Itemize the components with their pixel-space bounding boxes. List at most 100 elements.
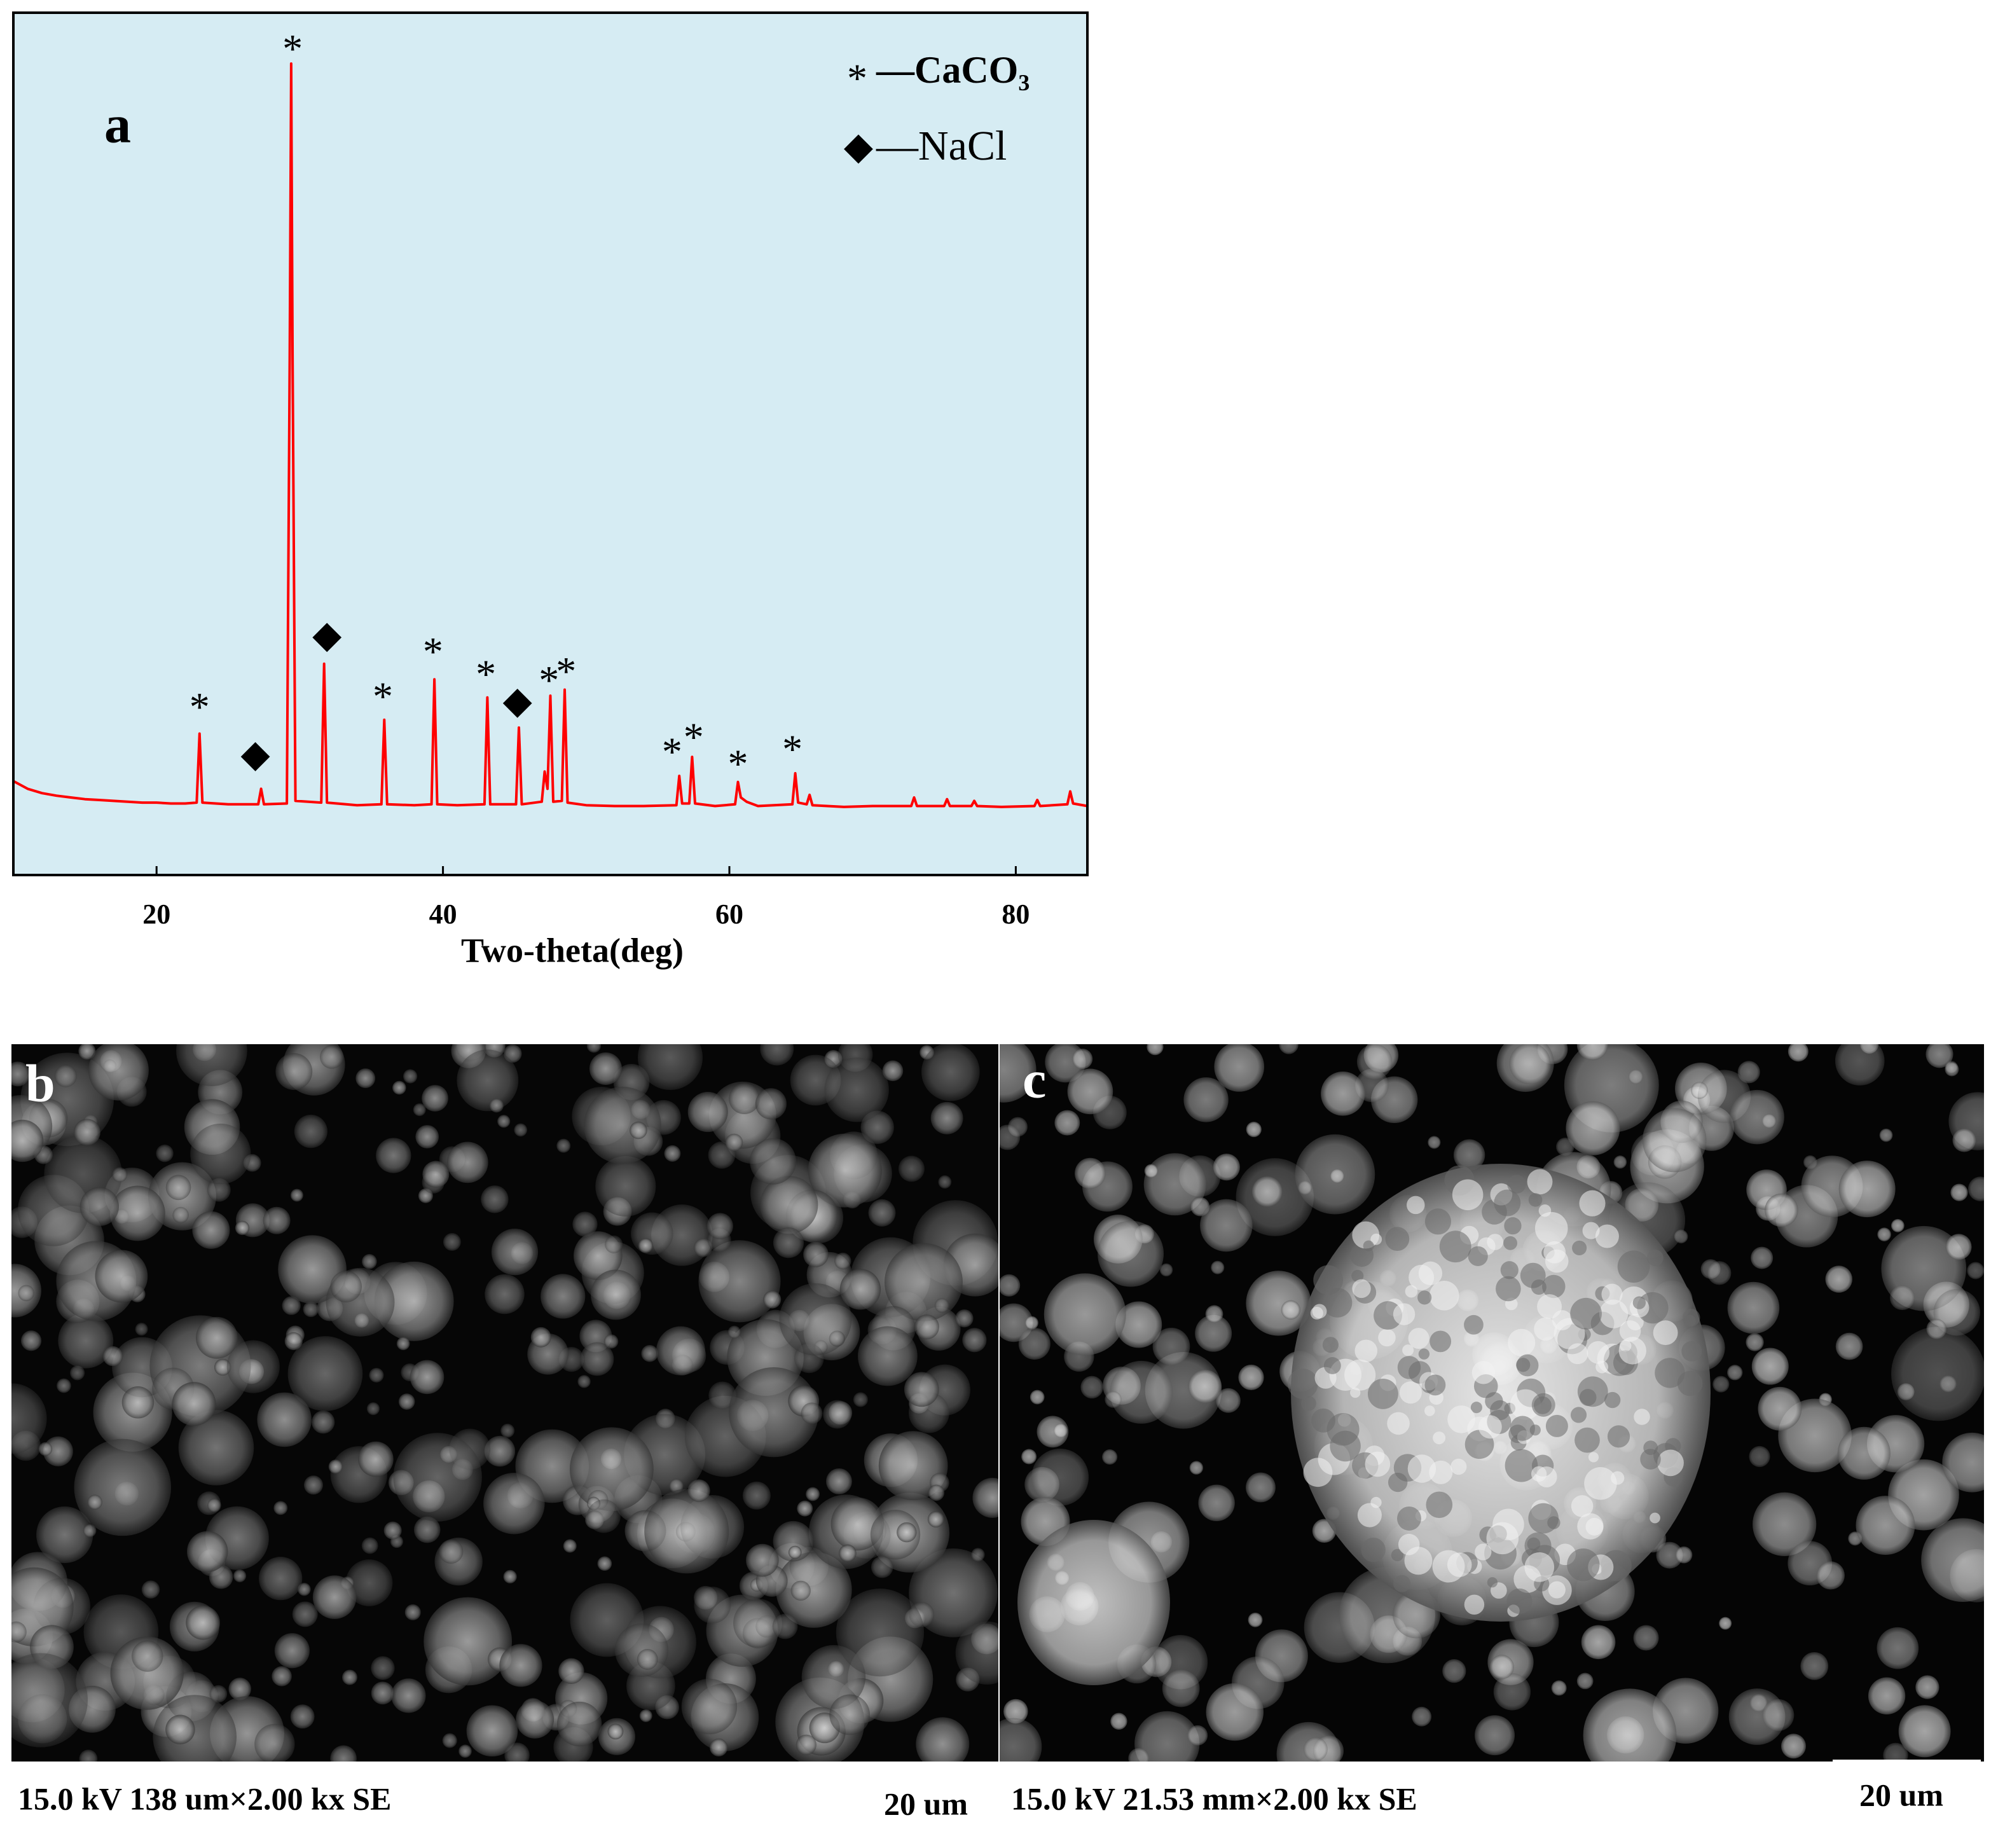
particle [1524,1552,1555,1582]
particle [1788,1044,1808,1062]
particle [1031,1448,1089,1506]
particle [1542,1575,1572,1605]
particle [235,1220,250,1236]
particle [284,1332,303,1351]
sem-caption: 15.0 kV 21.53 mm×2.00 kx SE [1011,1781,1417,1816]
particle [516,1700,555,1739]
particle [186,1605,220,1640]
particle [1632,1296,1646,1309]
particle [1838,1161,1896,1218]
particle [489,1098,504,1113]
particle [1385,1227,1410,1252]
particle [1067,1068,1113,1115]
particle [18,1285,34,1302]
particle [74,1438,172,1536]
particle [1504,1217,1522,1235]
particle [1574,1427,1600,1453]
particle [1581,1625,1616,1660]
particle [1214,1044,1265,1092]
particle [499,1644,542,1687]
particle [11,1653,88,1748]
particle [500,1423,515,1438]
panel-label: c [1023,1050,1046,1109]
particle [1453,1139,1485,1171]
particle [1447,1405,1475,1433]
large-particle [1291,1164,1711,1622]
particle [20,1330,42,1351]
particle [955,1309,974,1328]
particle [298,1582,311,1596]
particle [1246,1472,1276,1503]
particle [1657,1449,1684,1477]
particle [1408,1328,1430,1349]
particle [1509,1044,1551,1084]
particle [1516,1358,1531,1372]
peak-marker: * [539,658,559,703]
particle [424,1597,513,1686]
particle [121,1386,155,1419]
particle [1619,1320,1641,1342]
particle [43,1436,73,1466]
particle [1868,1677,1906,1714]
particle [1188,1369,1222,1403]
particle [1213,1154,1240,1181]
particle [1712,1376,1730,1393]
particle [972,1477,998,1518]
particle [1891,1218,1905,1232]
particle [803,1241,829,1267]
particle [580,1342,614,1376]
particle [1417,1290,1432,1305]
particle [1433,1431,1446,1445]
particle [1751,1246,1774,1269]
particle [590,1269,641,1320]
particle [1751,1348,1789,1385]
particle [176,1044,247,1086]
peak-marker: * [782,726,803,771]
particle [921,1044,980,1101]
particle [458,1744,472,1758]
particle [192,1211,230,1249]
particle [341,1669,357,1685]
particle [1730,1089,1784,1145]
particle [485,1274,525,1314]
particle [727,1325,741,1339]
particle [1323,1357,1341,1374]
particle [1424,1405,1435,1416]
particle [11,1383,47,1454]
particle [1926,1044,1953,1068]
particle [1595,1360,1609,1374]
particle [366,1402,380,1416]
particle [1426,1491,1453,1519]
particle [1507,1175,1526,1194]
particle [607,1723,624,1740]
particle [1536,1466,1557,1487]
particle [1054,1110,1080,1136]
particle [1475,1543,1492,1561]
particle [589,1052,623,1085]
particle [214,1358,231,1376]
particle [1556,1138,1574,1156]
particle [1542,1274,1566,1299]
particle [1746,1333,1764,1351]
particle [1424,1374,1446,1396]
panel-label: a [104,95,131,154]
particle [292,1601,318,1627]
legend-label: —NaCl [876,123,1007,169]
particle [312,1575,357,1619]
particle [836,1588,925,1677]
particle [207,1178,231,1202]
particle [481,1185,509,1213]
particle [556,1701,602,1747]
particle [165,1175,191,1201]
particle [1398,1533,1420,1555]
particle [303,1301,319,1318]
particle [287,1336,363,1411]
particle [1707,1261,1732,1285]
data-line [13,62,1088,808]
particle [1312,1304,1327,1319]
particle [1727,1365,1743,1381]
peak-marker: ◆ [503,679,532,721]
scale-label: 20 um [884,1786,968,1821]
particle [1110,1713,1127,1730]
particle [1601,1283,1623,1305]
